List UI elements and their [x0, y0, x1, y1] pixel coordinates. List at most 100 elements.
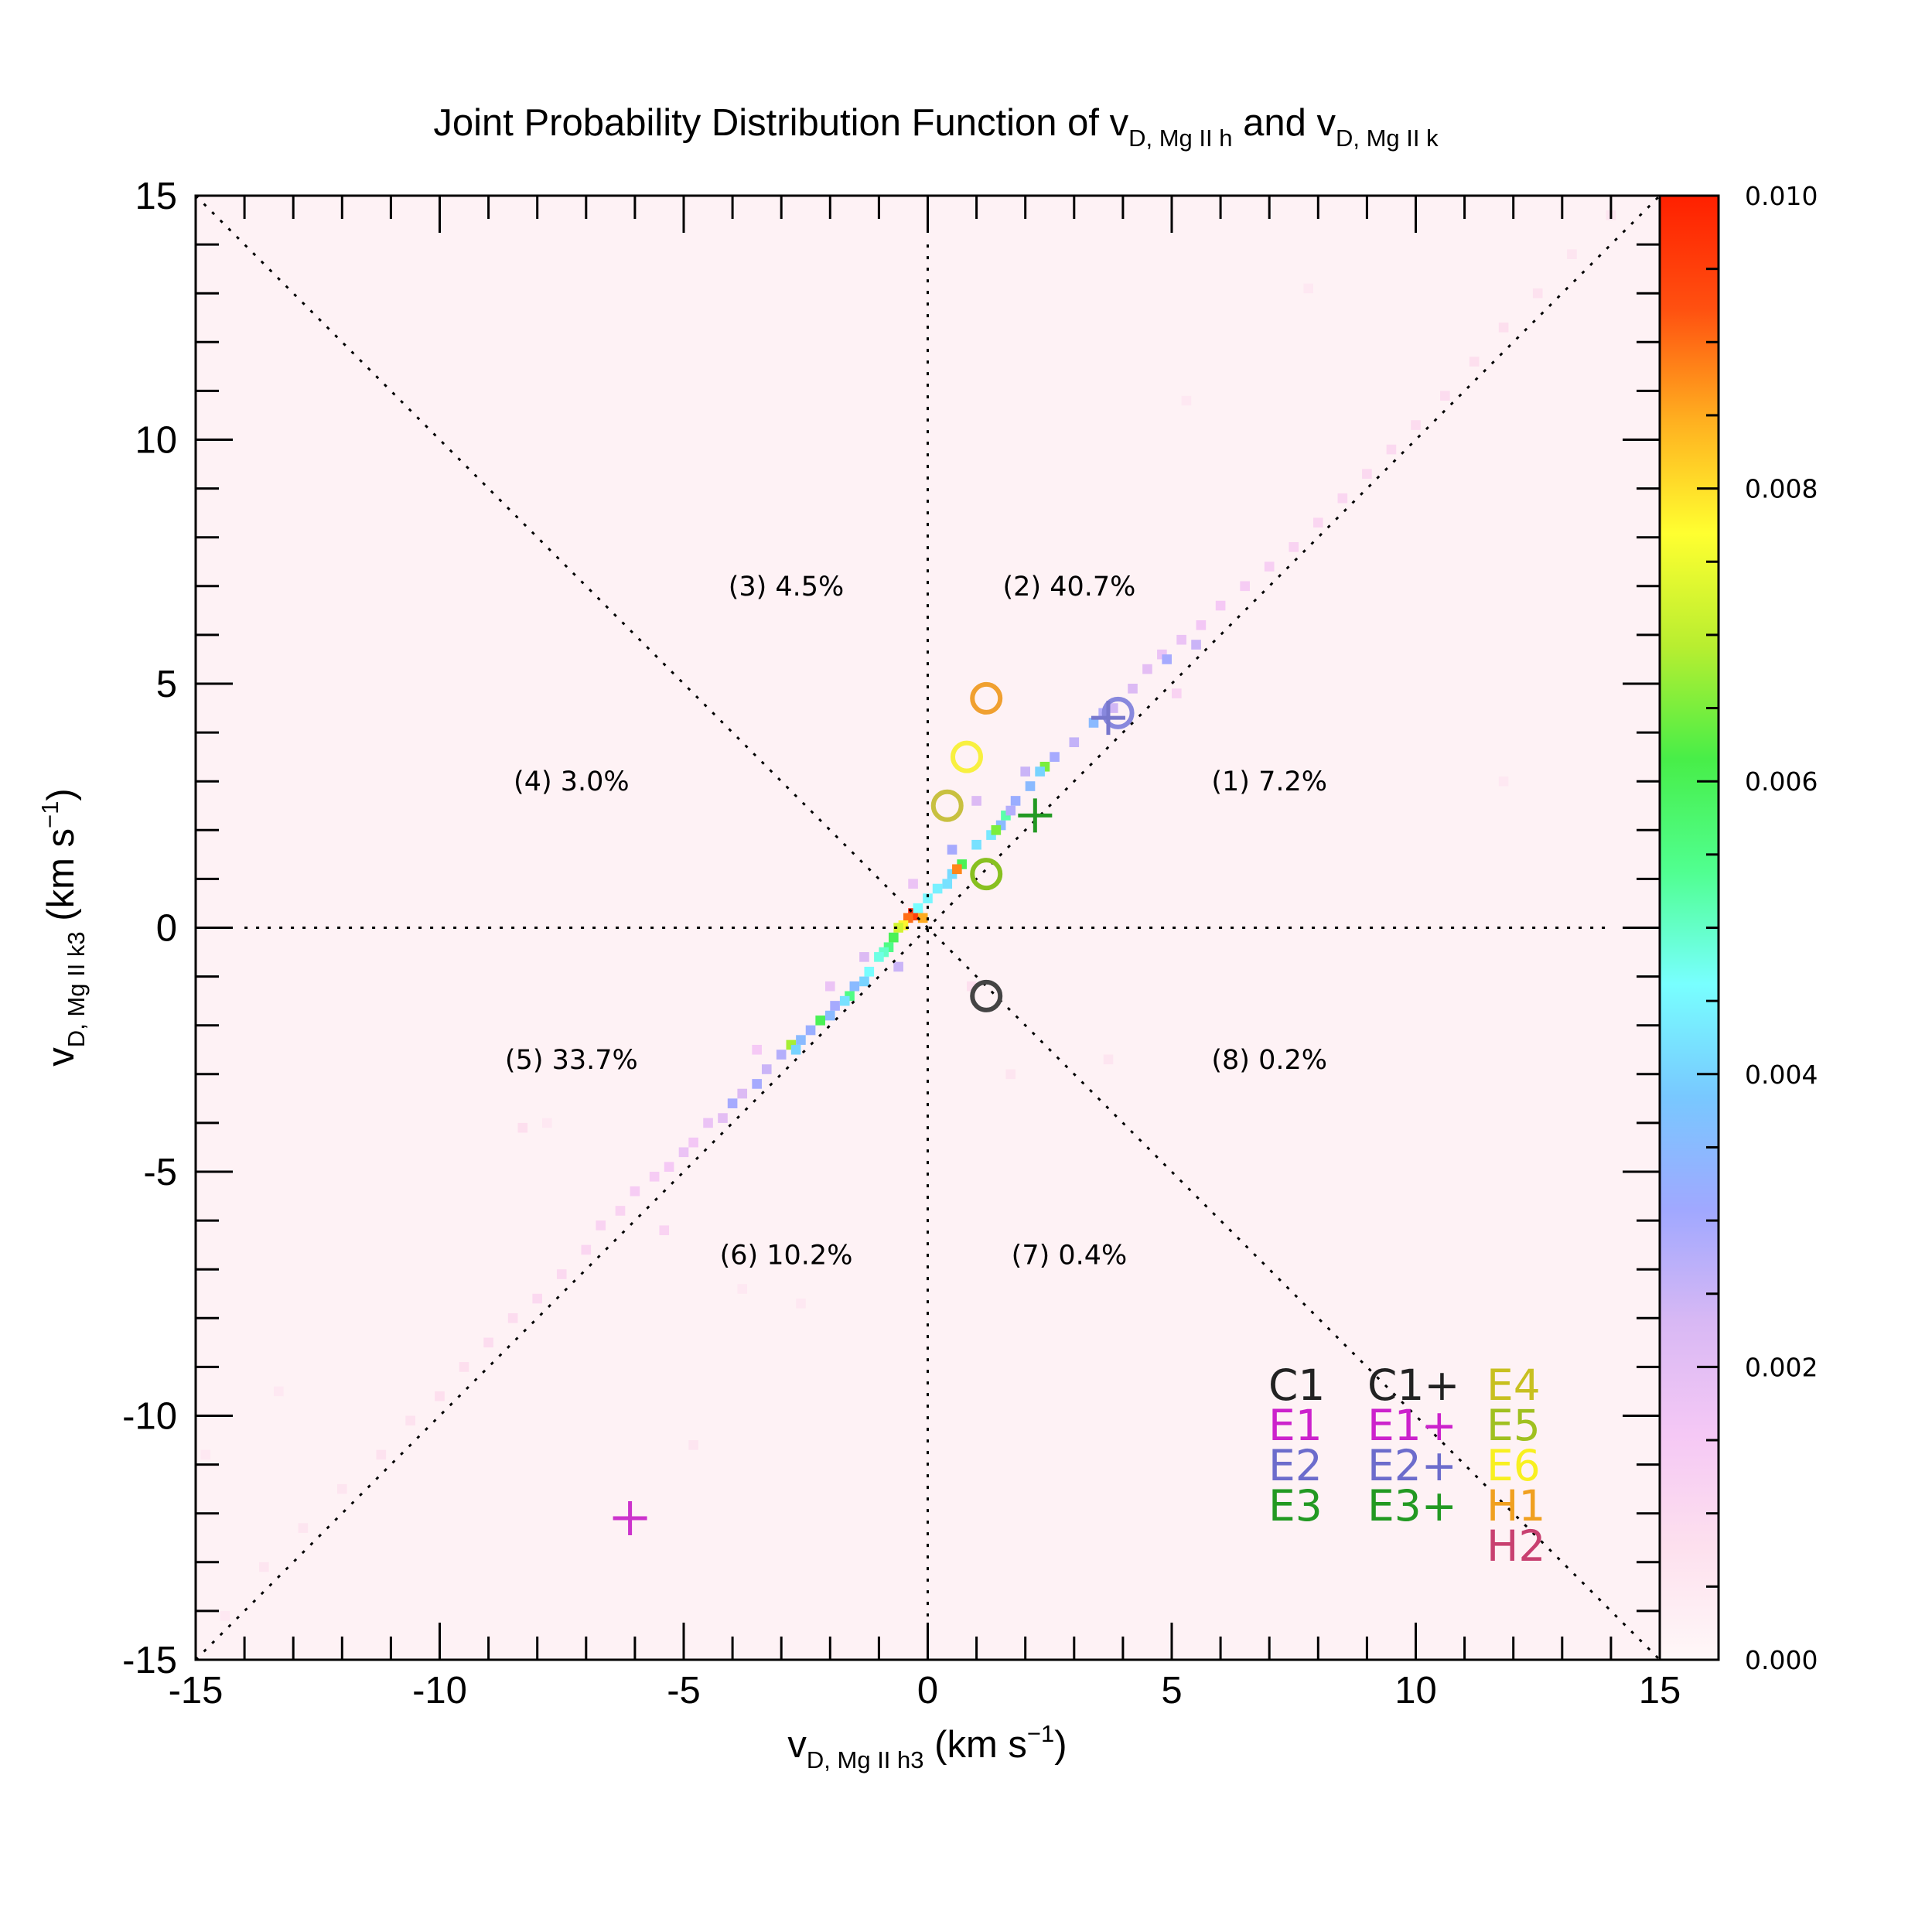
- marker-circle: [1101, 696, 1135, 729]
- legend-entry: E4: [1487, 1360, 1541, 1410]
- heatmap-cell: [1411, 420, 1421, 430]
- legend-entry: E2: [1268, 1441, 1323, 1490]
- heatmap-cell: [917, 913, 928, 923]
- heatmap-cell: [893, 923, 903, 933]
- heatmap-cell: [824, 981, 835, 992]
- heatmap-cell: [824, 1010, 835, 1021]
- heatmap-cell: [581, 1244, 592, 1255]
- y-tick-label: -5: [143, 1152, 177, 1193]
- legend-entry: E3+: [1367, 1481, 1457, 1531]
- heatmap-cell: [507, 1312, 518, 1323]
- heatmap-cell: [649, 1172, 660, 1182]
- legend-entry: E3: [1268, 1481, 1323, 1531]
- heatmap-cell: [1020, 766, 1031, 777]
- heatmap-cell: [615, 1206, 626, 1216]
- heatmap-cell: [737, 1284, 748, 1294]
- colorbar-tick-label: 0.002: [1745, 1352, 1818, 1382]
- heatmap-cell: [761, 1064, 772, 1074]
- legend-entry: E5: [1487, 1401, 1541, 1450]
- heatmap-cell: [1532, 288, 1543, 299]
- heatmap-cell: [220, 1610, 230, 1621]
- legend-entry: E1+: [1367, 1401, 1457, 1450]
- heatmap-cell: [1303, 283, 1313, 294]
- y-tick-label: -15: [122, 1640, 177, 1681]
- heatmap-cell: [1469, 357, 1480, 367]
- marker-plus: [613, 1501, 647, 1536]
- heatmap-cell: [1050, 752, 1060, 762]
- y-tick-label: 5: [156, 664, 177, 705]
- region-labels: (1) 7.2% (2) 40.7% (3) 4.5% (4) 3.0% (5) 33.…: [505, 572, 1327, 1271]
- region-label: (2) 40.7%: [1003, 572, 1136, 602]
- marker-circle: [930, 789, 964, 822]
- heatmap-cell: [1440, 391, 1450, 401]
- heatmap-cell: [971, 839, 981, 850]
- heatmap-cell: [1191, 640, 1201, 650]
- heatmap-cell: [737, 1088, 748, 1099]
- heatmap-cell: [718, 1113, 728, 1123]
- heatmap-cell: [336, 1483, 347, 1494]
- heatmap-cell: [405, 1415, 415, 1426]
- marker-circle: [970, 858, 1003, 891]
- y-axis-label: vD, Mg II k3 (km s−1): [36, 788, 90, 1066]
- heatmap-cell: [542, 1118, 552, 1128]
- heatmap-cell: [659, 1225, 670, 1236]
- heatmap-cell: [630, 1186, 640, 1196]
- y-tick-label: 0: [156, 908, 177, 950]
- legend-entry: H2: [1487, 1521, 1545, 1571]
- colorbar-tick-label: 0.006: [1745, 766, 1818, 797]
- heatmap-cell: [532, 1293, 543, 1304]
- heatmap-cell: [517, 1122, 528, 1133]
- region-label: (8) 0.2%: [1211, 1045, 1327, 1076]
- region-label: (4) 3.0%: [514, 766, 630, 797]
- heatmap-cell: [1498, 776, 1509, 787]
- heatmap-cell: [1337, 493, 1348, 503]
- heatmap-cell: [1069, 737, 1080, 748]
- reference-markers: [613, 681, 1135, 1536]
- heatmap-cell: [830, 1001, 840, 1011]
- heatmap-cell: [1010, 796, 1021, 806]
- heatmap-cell: [805, 1025, 816, 1036]
- region-label: (5) 33.7%: [505, 1045, 638, 1076]
- heatmap-cell: [1103, 1054, 1114, 1065]
- heatmap-cell: [1289, 542, 1299, 552]
- heatmap-cell: [864, 966, 875, 977]
- heatmap-cell: [1108, 703, 1118, 713]
- heatmap-cell: [1386, 444, 1397, 455]
- heatmap-cell: [1196, 620, 1207, 630]
- colorbar-tick-label: 0.000: [1745, 1645, 1818, 1675]
- heatmap-cell: [1181, 395, 1192, 406]
- heatmap-cell: [889, 932, 899, 943]
- marker-plus: [1091, 701, 1125, 736]
- x-axis-label: vD, Mg II h3 (km s−1): [787, 1720, 1067, 1773]
- heatmap-cell: [688, 1440, 698, 1450]
- heatmap-cell: [459, 1362, 469, 1372]
- heatmap-cell: [991, 824, 1002, 835]
- heatmap-cell: [200, 1449, 210, 1460]
- region-label: (1) 7.2%: [1211, 766, 1327, 797]
- reference-lines: [194, 194, 1661, 1661]
- heatmap-cell: [298, 1523, 309, 1533]
- heatmap-cell: [859, 952, 869, 962]
- legend-entry: E2+: [1367, 1441, 1457, 1490]
- heatmap-cell: [908, 879, 918, 889]
- heatmap-cell: [796, 1035, 806, 1045]
- heatmap-cell: [893, 961, 903, 972]
- heatmap-cell: [923, 893, 933, 903]
- y-tick-label: 15: [135, 176, 177, 217]
- ref-line-antidiagonal: [194, 194, 1661, 1661]
- heatmap-cell: [556, 1269, 567, 1279]
- heatmap-cell: [483, 1337, 493, 1348]
- x-tick-label: 15: [1639, 1670, 1681, 1712]
- heatmap-cell: [259, 1562, 269, 1572]
- legend-entry: C1: [1268, 1360, 1325, 1410]
- heatmap-cell: [1240, 581, 1250, 592]
- heatmap-cell: [752, 1044, 762, 1055]
- legend-entry: C1+: [1367, 1360, 1459, 1410]
- heatmap-cell: [1567, 249, 1577, 260]
- heatmap-cell: [1035, 766, 1045, 777]
- heatmap-cell: [1215, 600, 1226, 611]
- heatmap-cell: [913, 903, 923, 913]
- heatmap-cell: [849, 981, 860, 992]
